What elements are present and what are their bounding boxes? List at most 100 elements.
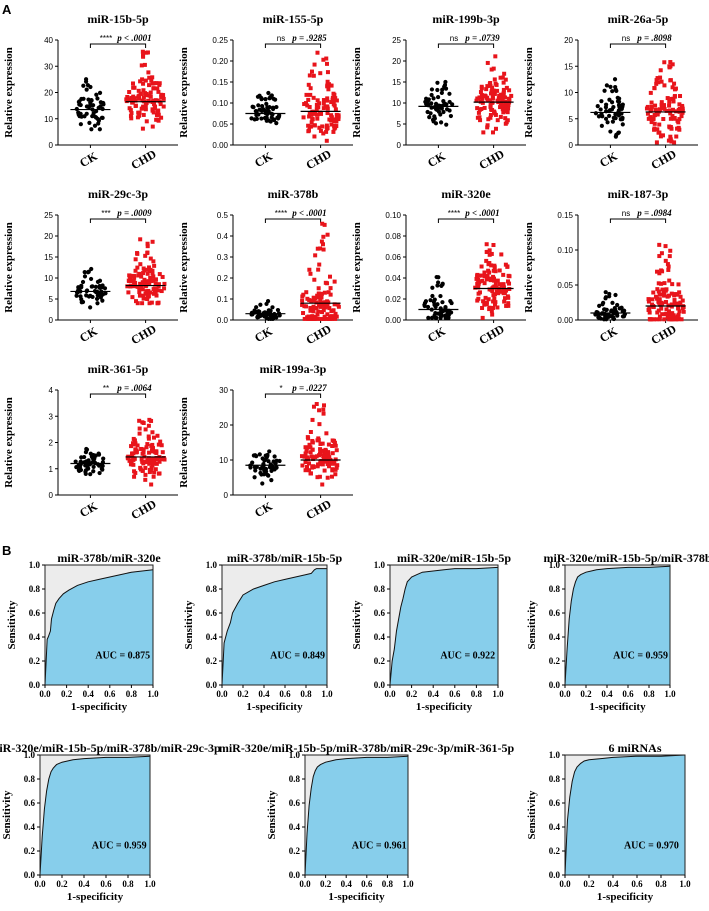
data-point-ck	[274, 315, 279, 320]
data-point-ck	[436, 275, 441, 280]
data-point-chd	[322, 290, 327, 295]
data-point-chd	[330, 451, 335, 456]
data-point-chd	[141, 81, 146, 86]
data-point-chd	[137, 418, 142, 423]
data-point-chd	[330, 444, 335, 449]
y-tick-label: 0.06	[385, 253, 401, 262]
p-value-label: p < .0001	[116, 33, 151, 43]
plot-frame	[564, 564, 671, 686]
data-point-chd	[669, 139, 674, 144]
data-point-ck	[426, 315, 431, 320]
data-point-chd	[318, 296, 323, 301]
data-point-ck	[80, 279, 86, 285]
data-point-chd	[329, 113, 334, 118]
y-tick-label: 0.4	[29, 632, 41, 642]
data-point-chd	[476, 285, 481, 290]
data-point-chd	[137, 293, 142, 298]
data-point-chd	[125, 284, 130, 289]
y-tick-label: 0.0	[24, 870, 36, 880]
data-point-ck	[81, 96, 86, 101]
data-point-chd	[312, 123, 317, 128]
data-point-chd	[480, 278, 485, 283]
data-point-chd	[493, 281, 498, 286]
data-point-chd	[162, 457, 167, 462]
y-tick-label: 0	[49, 316, 54, 325]
data-point-chd	[127, 90, 132, 95]
data-point-chd	[333, 472, 338, 477]
data-point-ck	[608, 129, 613, 134]
data-point-chd	[156, 118, 161, 123]
data-point-chd	[485, 84, 490, 89]
data-point-chd	[329, 115, 334, 120]
data-point-chd	[321, 303, 326, 308]
data-point-chd	[310, 465, 315, 470]
data-point-chd	[320, 462, 325, 467]
data-point-ck	[93, 284, 98, 289]
data-point-chd	[148, 90, 153, 95]
data-point-chd	[300, 298, 305, 303]
data-point-chd	[315, 103, 320, 108]
data-point-chd	[320, 124, 325, 129]
data-point-chd	[321, 316, 326, 321]
data-point-chd	[504, 303, 509, 308]
significance-bracket	[89, 218, 147, 223]
data-point-chd	[501, 272, 506, 277]
y-axis-label: Relative expression	[3, 47, 15, 138]
data-point-chd	[131, 456, 136, 461]
data-point-chd	[659, 79, 664, 84]
data-point-ck	[257, 107, 262, 112]
data-point-chd	[128, 462, 133, 467]
data-point-ck	[600, 302, 605, 307]
data-point-chd	[506, 273, 511, 278]
data-point-chd	[148, 256, 153, 261]
data-point-chd	[147, 450, 152, 455]
data-point-chd	[305, 103, 310, 108]
data-point-chd	[159, 457, 164, 462]
data-point-chd	[325, 303, 330, 308]
data-point-chd	[491, 285, 496, 290]
data-point-chd	[134, 450, 139, 455]
data-point-ck	[603, 290, 608, 295]
data-point-chd	[153, 450, 158, 455]
data-point-chd	[130, 81, 135, 86]
p-value-label: p = .8098	[636, 33, 672, 43]
data-point-chd	[310, 447, 315, 452]
y-tick-label: 1.0	[206, 560, 218, 570]
data-point-chd	[148, 468, 153, 473]
y-tick-label: 0.2	[374, 656, 386, 666]
data-point-chd	[139, 446, 144, 451]
data-point-chd	[143, 472, 148, 477]
y-axis-label: Sensitivity	[6, 600, 18, 649]
data-point-chd	[496, 96, 501, 101]
category-label: CHD	[649, 322, 679, 348]
data-point-chd	[495, 98, 500, 103]
x-tick-label: 0.2	[406, 689, 418, 699]
data-point-chd	[159, 92, 164, 97]
data-point-chd	[670, 107, 675, 112]
data-point-ck	[433, 121, 439, 126]
data-point-chd	[332, 124, 337, 129]
data-point-chd	[328, 292, 333, 297]
data-point-ck	[610, 119, 616, 124]
data-point-chd	[330, 98, 335, 103]
y-tick-label: 0.8	[289, 774, 301, 784]
data-point-chd	[488, 276, 493, 281]
data-point-chd	[507, 281, 512, 286]
data-point-chd	[485, 60, 490, 65]
data-point-chd	[162, 286, 167, 291]
data-point-chd	[313, 253, 318, 258]
y-tick-label: 40	[44, 36, 53, 45]
data-point-chd	[326, 290, 331, 295]
data-point-chd	[480, 96, 485, 101]
data-point-chd	[156, 288, 161, 293]
data-point-ck	[439, 90, 444, 96]
category-label: CHD	[304, 497, 334, 523]
data-point-chd	[324, 129, 329, 134]
y-tick-label: 10	[564, 89, 573, 98]
data-point-chd	[676, 312, 681, 317]
category-label: CHD	[304, 147, 334, 173]
data-point-chd	[491, 299, 496, 304]
data-point-chd	[669, 126, 674, 131]
y-axis-label: Relative expression	[523, 47, 535, 138]
data-point-chd	[484, 302, 489, 307]
